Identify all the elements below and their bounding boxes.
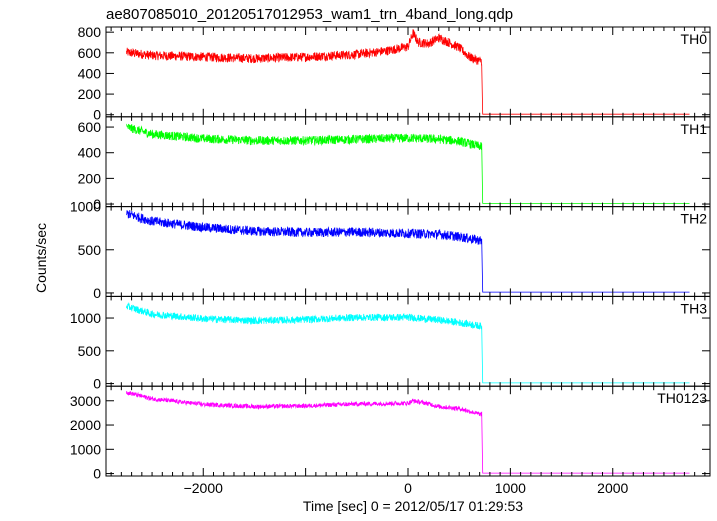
panel-frame bbox=[105, 26, 711, 118]
y-tick-label: 0 bbox=[93, 107, 101, 123]
panel-label: TH1 bbox=[681, 121, 708, 137]
series-line-th3 bbox=[126, 302, 690, 384]
x-tick-label: −2000 bbox=[184, 480, 224, 496]
panel-th0: 0 200 400 600 800 TH0 bbox=[78, 24, 711, 123]
panel-frame bbox=[105, 295, 711, 387]
panel-th1: 0 200 400 600 TH1 bbox=[78, 116, 711, 212]
x-tick-label: 1000 bbox=[495, 480, 526, 496]
panel-th3: 0 500 1000 TH3 bbox=[70, 295, 711, 392]
y-tick-label: 0 bbox=[93, 196, 101, 212]
y-tick-label: 500 bbox=[78, 343, 102, 359]
y-tick-label: 1000 bbox=[70, 199, 101, 215]
series-line-th1 bbox=[126, 123, 690, 204]
chart-panels: 0 200 400 600 800 TH0 0 200 400 600 TH1 0 500 1000 TH2… bbox=[70, 24, 711, 496]
panel-label: TH3 bbox=[681, 300, 708, 316]
y-tick-label: 800 bbox=[78, 24, 102, 40]
series-line-th0 bbox=[126, 29, 690, 115]
y-tick-label: 200 bbox=[78, 86, 102, 102]
y-tick-label: 0 bbox=[93, 285, 101, 301]
panel-frame bbox=[105, 206, 711, 297]
y-tick-label: 1000 bbox=[70, 441, 101, 457]
y-tick-label: 400 bbox=[78, 65, 102, 81]
panel-frame bbox=[105, 116, 711, 208]
panel-label: TH2 bbox=[681, 211, 708, 227]
panel-label: TH0123 bbox=[657, 390, 707, 406]
panel-th0123: 0 1000 2000 3000 TH0123 bbox=[70, 385, 711, 482]
y-tick-label: 600 bbox=[78, 119, 102, 135]
x-tick-label: 2000 bbox=[597, 480, 628, 496]
panel-frame bbox=[105, 385, 711, 477]
y-tick-label: 400 bbox=[78, 145, 102, 161]
y-tick-label: 2000 bbox=[70, 417, 101, 433]
series-line-th2 bbox=[126, 209, 690, 293]
y-tick-label: 0 bbox=[93, 466, 101, 482]
y-tick-label: 3000 bbox=[70, 393, 101, 409]
y-tick-label: 500 bbox=[78, 242, 102, 258]
x-tick-label: 0 bbox=[404, 480, 412, 496]
y-tick-label: 0 bbox=[93, 376, 101, 392]
panel-label: TH0 bbox=[681, 31, 708, 47]
panel-th2: 0 500 1000 TH2 bbox=[70, 199, 711, 301]
x-axis-label: Time [sec] 0 = 2012/05/17 01:29:53 bbox=[303, 498, 523, 514]
y-tick-label: 200 bbox=[78, 170, 102, 186]
y-axis-label: Counts/sec bbox=[33, 223, 49, 293]
y-tick-label: 600 bbox=[78, 45, 102, 61]
chart-title: ae807085010_20120517012953_wam1_trn_4ban… bbox=[106, 6, 513, 23]
series-line-th0123 bbox=[126, 391, 690, 474]
y-tick-label: 1000 bbox=[70, 310, 101, 326]
